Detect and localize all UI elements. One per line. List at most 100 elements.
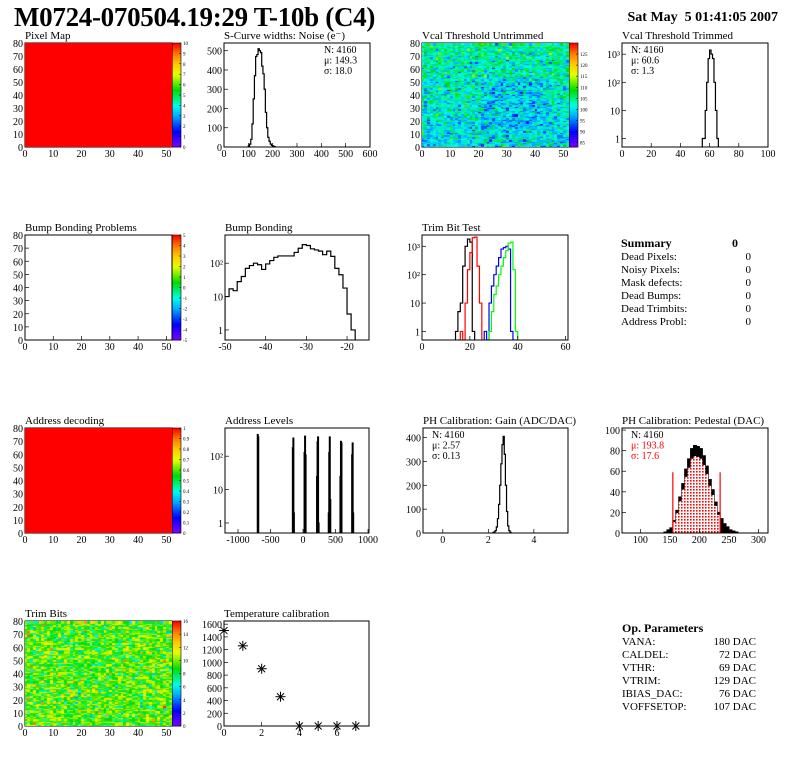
- histogram-bin: [257, 436, 260, 533]
- palette-swatch: [172, 512, 181, 515]
- y-tick-label: 0: [217, 722, 222, 733]
- palette-swatch: [569, 130, 578, 133]
- heatmap-cells: [25, 43, 172, 147]
- x-tick-label: 20: [77, 149, 87, 160]
- palette-swatch: [172, 111, 181, 115]
- palette-swatch: [172, 633, 181, 637]
- y-tick-label: 200: [207, 104, 222, 115]
- palette-tick-label: 10: [183, 659, 189, 664]
- x-tick-label: 40: [513, 342, 523, 353]
- palette-tick-label: 95: [580, 119, 586, 124]
- palette-swatch: [172, 709, 181, 712]
- param-row: Mask defects: 0: [621, 277, 751, 290]
- palette-swatch: [172, 434, 181, 437]
- palette-swatch: [172, 444, 181, 448]
- y-tick-label: 600: [207, 684, 222, 695]
- plot-title: Bump Bonding Problems: [25, 222, 137, 234]
- palette-swatch: [172, 289, 181, 293]
- param-value: 0: [745, 251, 752, 263]
- x-tick-label: 4: [297, 728, 302, 739]
- palette-swatch: [569, 47, 578, 50]
- y-tick-label: 0: [415, 143, 420, 154]
- palette-swatch: [172, 530, 181, 534]
- palette-swatch: [172, 639, 181, 643]
- plot-title: PH Calibration: Gain (ADC/DAC): [423, 415, 577, 427]
- plot-1: 0 100 200 300 400 500 600 0 100 200 300 400 500 N: 41…: [207, 42, 378, 160]
- palette-swatch: [172, 440, 181, 444]
- x-tick-label: 50: [161, 149, 171, 160]
- y-tick-label: 10²: [210, 452, 223, 463]
- y-tick-label: 400: [406, 434, 421, 445]
- x-tick-label: 0: [23, 535, 28, 546]
- palette-tick-label: 0.9: [183, 438, 190, 443]
- palette-swatch: [172, 321, 181, 324]
- x-tick-label: 80: [734, 149, 744, 160]
- palette-swatch: [172, 644, 181, 647]
- palette-tick-label: 0: [183, 725, 186, 730]
- plot-area: [663, 445, 739, 533]
- palette-swatch: [172, 132, 181, 136]
- palette-swatch: [172, 325, 181, 328]
- palette-tick-label: 0.1: [183, 522, 190, 527]
- histogram-bin: [352, 512, 355, 533]
- y-tick-label: 30: [13, 490, 23, 501]
- palette-swatch: [172, 113, 181, 117]
- param-row: Dead Trimbits: 0: [621, 303, 751, 316]
- palette-swatch: [172, 625, 181, 628]
- y-tick-label: 1600: [202, 620, 222, 631]
- param-label: VOFFSETOP:: [622, 701, 687, 713]
- palette-swatch: [172, 51, 181, 54]
- palette-swatch: [172, 128, 181, 131]
- palette-swatch: [172, 55, 181, 59]
- param-label: Noisy Pixels:: [621, 264, 680, 276]
- y-tick-label: 70: [13, 437, 23, 448]
- palette-tick-label: 8: [183, 673, 186, 678]
- y-tick-label: 400: [207, 66, 222, 77]
- y-tick-label: 1: [615, 135, 620, 146]
- param-row: VTHR: 69 DAC: [622, 662, 756, 675]
- palette-swatch: [172, 635, 181, 639]
- y-tick-label: 20: [13, 310, 23, 321]
- palette-tick-label: 0: [183, 146, 186, 151]
- palette-swatch: [172, 499, 181, 502]
- palette-swatch: [172, 482, 181, 486]
- param-row: VTRIM: 129 DAC: [622, 675, 756, 688]
- plot-frame: [422, 427, 569, 534]
- plot-frame: [421, 234, 569, 341]
- palette-tick-label: 2: [183, 266, 186, 271]
- y-tick-label: 40: [13, 91, 23, 102]
- palette-swatch: [172, 688, 181, 691]
- palette-swatch: [172, 314, 181, 318]
- y-tick-label: 200: [406, 481, 421, 492]
- stats-text: σ: 17.6: [631, 451, 659, 462]
- palette-tick-label: 100: [580, 108, 588, 113]
- y-tick-label: 200: [207, 709, 222, 720]
- palette-swatch: [172, 258, 181, 261]
- palette-swatch: [172, 266, 181, 270]
- y-tick-label: 0: [18, 529, 23, 540]
- palette-swatch: [569, 115, 578, 119]
- x-tick-label: 0: [23, 342, 28, 353]
- y-tick-label: 0: [18, 143, 23, 154]
- plot-5: -50 -40 -30 -20 1 10 10²: [210, 234, 370, 353]
- palette-swatch: [172, 503, 181, 507]
- plot-area: [454, 236, 519, 340]
- palette-swatch: [172, 92, 181, 96]
- histogram-series-0: [454, 238, 476, 340]
- y-tick-label: 1400: [202, 633, 222, 644]
- palette-swatch: [172, 331, 181, 335]
- param-value: 0: [745, 290, 752, 302]
- y-tick-label: 10²: [607, 78, 620, 89]
- y-tick-label: 40: [610, 488, 620, 499]
- histogram-series-3: [488, 241, 519, 340]
- y-tick-label: 300: [207, 85, 222, 96]
- palette-tick-label: 105: [580, 97, 588, 102]
- palette-tick-label: 14: [183, 633, 189, 638]
- palette-swatch: [172, 493, 181, 496]
- palette-swatch: [172, 694, 181, 698]
- x-tick-label: 300: [751, 535, 766, 546]
- palette-swatch: [569, 107, 578, 111]
